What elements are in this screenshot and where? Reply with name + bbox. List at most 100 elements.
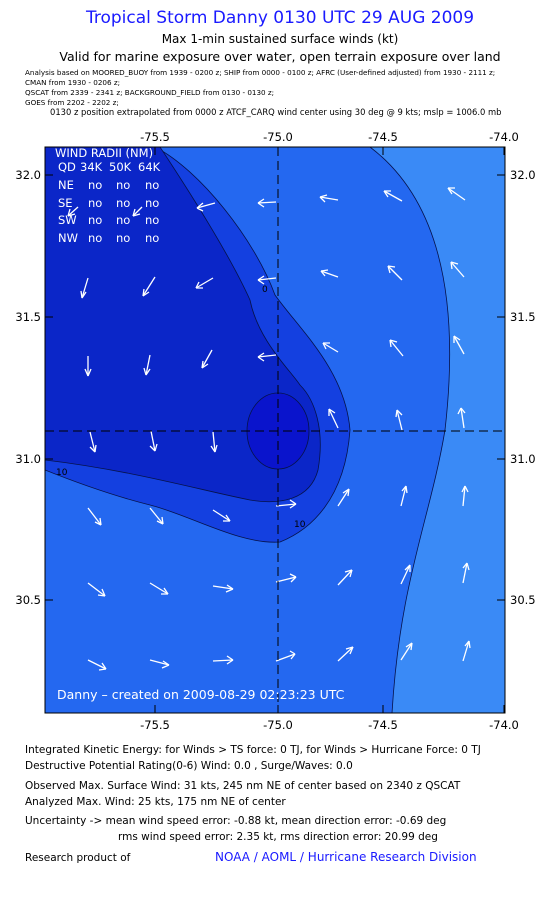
wind-arrow [462,640,471,662]
ike-summary: Integrated Kinetic Energy: for Winds > T… [25,744,481,756]
x-tick-top-75-0: -75.0 [263,130,293,144]
x-tick-top-74-0: -74.0 [489,130,519,144]
plot-frame [44,146,506,714]
wind-vector-field [67,187,471,671]
axis-ticks [45,147,505,713]
wind-arrow [395,409,403,431]
x-tick-bottom-75-0: -75.0 [263,718,293,732]
wind-arrow [80,277,89,299]
uncertainty-mean-errors: Uncertainty -> mean wind speed error: -0… [25,815,447,827]
wind-arrow [210,431,218,453]
wind-arrow [337,646,354,662]
wind-arrow [142,276,156,297]
wind-arrow [149,659,170,669]
contour-label-10-south: 10 [294,520,306,530]
observed-max-wind: Observed Max. Surface Wind: 31 kts, 245 … [25,780,461,792]
wind-arrow [149,582,169,595]
chart-subtitle-winds: Max 1-min sustained surface winds (kt) [161,32,399,46]
chart-title: Tropical Storm Danny 0130 UTC 29 AUG 200… [85,8,475,28]
analysis-qscat-line: QSCAT from 2339 - 2341 z; BACKGROUND_FIE… [25,88,275,97]
wind-arrow [389,339,404,357]
chart-subtitle-exposure: Valid for marine exposure over water, op… [59,49,501,64]
wind-arrow [457,407,466,429]
y-tick-right-32-0: 32.0 [510,168,536,182]
wind-arrow [400,485,408,507]
wind-band-30-40 [369,147,505,713]
y-tick-right-31-0: 31.0 [510,452,536,466]
wind-arrow [87,582,106,597]
wind-arrow [275,499,297,509]
wind-arrow [322,342,339,353]
wind-arrow [257,198,277,208]
wind-arrow [328,408,339,429]
wind-arrow [87,507,102,526]
wind-arrow [84,356,92,377]
wind-arrow [453,335,465,355]
wind-arrow [196,202,216,212]
wind-arrow [400,564,411,585]
analyzed-max-wind: Analyzed Max. Wind: 25 kts, 175 nm NE of… [25,796,286,808]
wind-arrow [275,650,296,662]
credit-prefix: Research product of [25,852,131,864]
uncertainty-rms-errors: rms wind speed error: 2.35 kt, rms direc… [118,831,438,843]
x-tick-top-75-5: -75.5 [140,130,170,144]
x-tick-bottom-74-0: -74.0 [489,718,519,732]
wind-radii-row-nw-64k: no [145,231,159,245]
wind-radii-row-ne-50k: no [116,178,130,192]
wind-radii-row-se-34k: no [88,196,102,210]
y-tick-right-31-5: 31.5 [510,310,536,324]
wind-arrow [195,277,214,289]
wind-radii-col-64k: 64K [138,160,161,174]
wind-radii-title: WIND RADII (NM) [55,146,153,160]
wind-radii-row-nw-label: NW [58,231,78,245]
wind-arrow [149,430,158,452]
wind-radii-row-se-50k: no [116,196,130,210]
wind-arrow [132,206,143,217]
destructive-potential-rating: Destructive Potential Rating(0-6) Wind: … [25,760,353,772]
wind-radii-row-ne-64k: no [145,178,159,192]
wind-field-map: 0 10 10 [15,130,536,732]
analysis-sources-line: Analysis based on MOORED_BUOY from 1939 … [25,68,496,77]
analysis-cman-line: CMAN from 1930 - 0206 z; [25,78,121,87]
y-tick-left-30-5: 30.5 [15,593,41,607]
position-extrapolation-note: 0130 z position extrapolated from 0000 z… [50,107,502,117]
wind-arrow [337,569,353,586]
wind-arrow [87,659,107,671]
wind-arrow [383,190,403,202]
wind-radii-row-sw-label: SW [58,213,77,227]
wind-arrow [320,269,339,278]
wind-arrow [447,187,466,201]
wind-arrow [212,655,234,665]
wind-radii-col-34k: 34K [80,160,103,174]
wind-arrow [201,349,213,369]
wind-arrow [149,507,164,525]
wind-arrow [257,275,277,285]
wind-arrow [462,562,470,584]
wind-radii-row-nw-50k: no [116,231,130,245]
analysis-goes-line: GOES from 2202 - 2202 z; [25,98,119,107]
credit-organization: NOAA / AOML / Hurricane Research Divisio… [215,850,477,864]
wind-arrow [450,261,465,278]
wind-arrow [275,573,297,583]
wind-radii-row-se-label: SE [58,196,73,210]
wind-radii-col-qd: QD [58,160,76,174]
wind-arrow [67,206,79,217]
wind-radii-row-ne-label: NE [58,178,74,192]
y-tick-right-30-5: 30.5 [510,593,536,607]
wind-arrow [257,352,277,362]
wind-arrow [212,584,234,593]
contour-label-0: 0 [262,285,268,295]
wind-radii-col-50k: 50K [109,160,132,174]
wind-arrow [143,354,151,376]
wind-radii-row-sw-64k: no [145,213,159,227]
wind-arrow [337,488,350,507]
x-tick-bottom-74-5: -74.5 [368,718,398,732]
y-tick-left-31-5: 31.5 [15,310,41,324]
wind-arrow [89,431,97,453]
wind-radii-row-sw-34k: no [88,213,102,227]
y-tick-left-32-0: 32.0 [15,168,41,182]
contour-label-10-west: 10 [56,468,68,478]
wind-radii-row-se-64k: no [145,196,159,210]
wind-radii-row-ne-34k: no [88,178,102,192]
wind-arrow [319,194,339,203]
